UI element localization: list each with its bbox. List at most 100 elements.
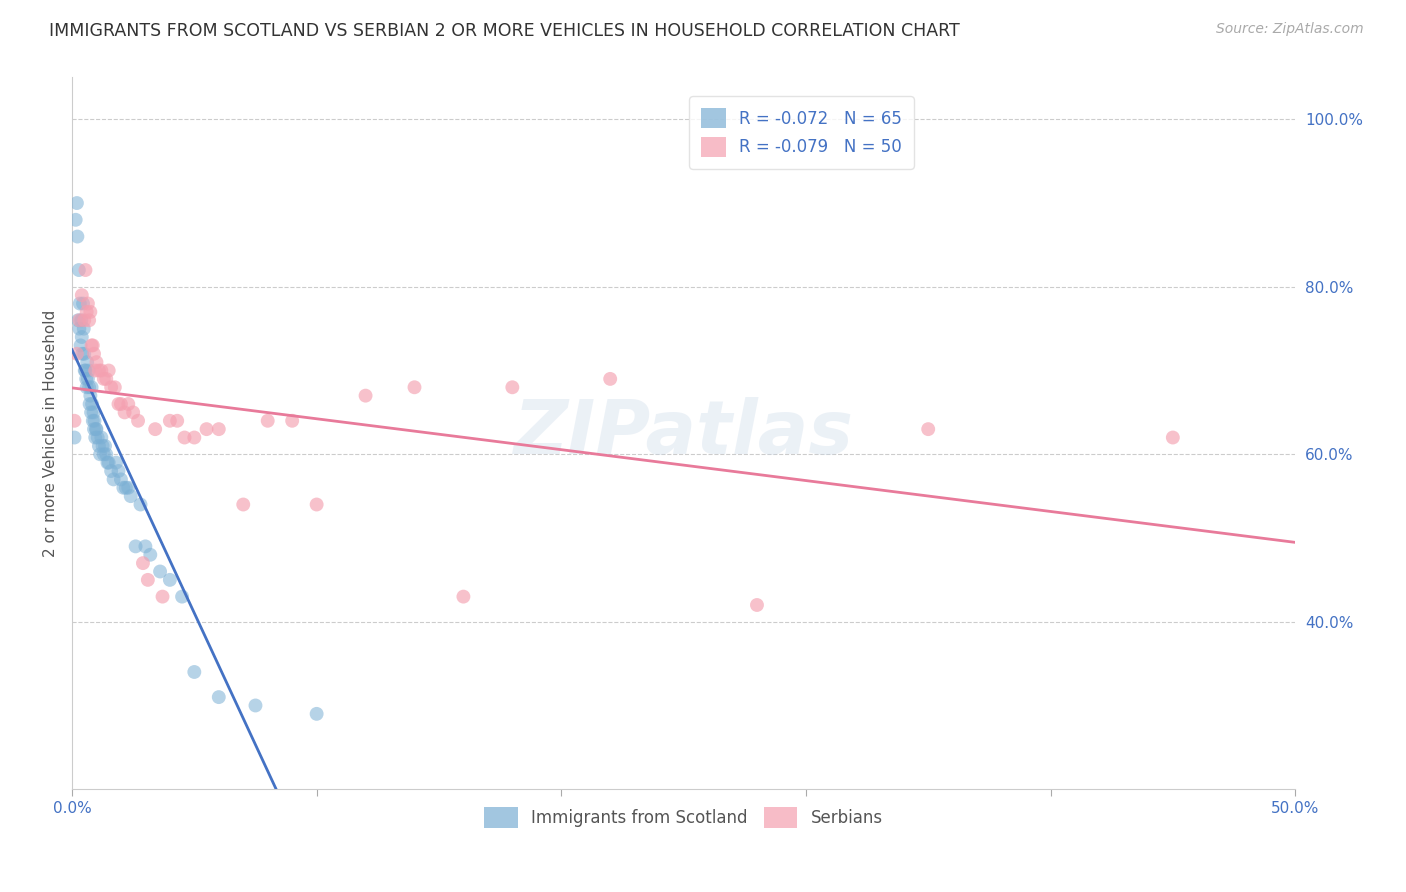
Point: [77, 372, 100, 386]
Point: [96, 372, 118, 386]
Point: [354, 389, 377, 403]
Point: [63, 414, 86, 428]
Point: [89, 447, 111, 461]
Point: [1161, 430, 1184, 444]
Point: [136, 573, 159, 587]
Point: [453, 590, 475, 604]
Point: [134, 540, 156, 554]
Point: [208, 690, 231, 705]
Point: [80, 405, 103, 419]
Point: [124, 540, 146, 554]
Point: [112, 481, 135, 495]
Point: [69, 338, 91, 352]
Point: [195, 422, 218, 436]
Point: [110, 472, 132, 486]
Point: [66, 347, 89, 361]
Point: [77, 313, 100, 327]
Point: [79, 389, 101, 403]
Point: [76, 355, 98, 369]
Point: [94, 439, 117, 453]
Point: [107, 397, 129, 411]
Point: [65, 212, 87, 227]
Point: [305, 706, 328, 721]
Point: [69, 296, 91, 310]
Point: [103, 472, 125, 486]
Y-axis label: 2 or more Vehicles in Household: 2 or more Vehicles in Household: [44, 310, 58, 557]
Point: [127, 414, 149, 428]
Point: [66, 196, 89, 211]
Point: [152, 590, 174, 604]
Point: [83, 405, 105, 419]
Point: [79, 397, 101, 411]
Point: [72, 296, 94, 310]
Point: [87, 363, 110, 377]
Point: [86, 430, 108, 444]
Point: [97, 363, 120, 377]
Point: [73, 313, 96, 327]
Point: [76, 380, 98, 394]
Point: [73, 321, 96, 335]
Point: [917, 422, 939, 436]
Point: [143, 422, 166, 436]
Point: [87, 439, 110, 453]
Point: [132, 556, 155, 570]
Point: [70, 288, 93, 302]
Point: [86, 355, 108, 369]
Point: [67, 313, 90, 327]
Point: [305, 498, 328, 512]
Text: Source: ZipAtlas.com: Source: ZipAtlas.com: [1216, 22, 1364, 37]
Point: [96, 456, 118, 470]
Point: [599, 372, 621, 386]
Point: [90, 430, 112, 444]
Point: [245, 698, 267, 713]
Point: [100, 464, 122, 478]
Point: [117, 481, 139, 495]
Point: [139, 548, 162, 562]
Point: [83, 347, 105, 361]
Point: [172, 590, 194, 604]
Point: [183, 665, 205, 679]
Point: [73, 363, 96, 377]
Point: [404, 380, 426, 394]
Point: [91, 439, 114, 453]
Point: [75, 363, 97, 377]
Point: [208, 422, 231, 436]
Point: [80, 380, 103, 394]
Point: [166, 414, 188, 428]
Point: [77, 380, 100, 394]
Point: [84, 430, 107, 444]
Point: [84, 363, 107, 377]
Point: [117, 397, 139, 411]
Point: [256, 414, 278, 428]
Point: [82, 338, 104, 352]
Point: [90, 363, 112, 377]
Point: [79, 305, 101, 319]
Point: [86, 422, 108, 436]
Point: [104, 380, 127, 394]
Point: [70, 330, 93, 344]
Point: [159, 573, 181, 587]
Point: [110, 397, 132, 411]
Point: [149, 565, 172, 579]
Point: [93, 447, 115, 461]
Point: [80, 397, 103, 411]
Point: [745, 598, 768, 612]
Point: [67, 313, 90, 327]
Point: [75, 372, 97, 386]
Point: [122, 405, 145, 419]
Point: [501, 380, 523, 394]
Point: [173, 430, 195, 444]
Point: [96, 447, 118, 461]
Point: [105, 456, 128, 470]
Point: [114, 405, 136, 419]
Point: [67, 321, 90, 335]
Point: [93, 372, 115, 386]
Point: [129, 498, 152, 512]
Point: [67, 263, 90, 277]
Point: [63, 430, 86, 444]
Point: [66, 229, 89, 244]
Text: ZIPatlas: ZIPatlas: [513, 397, 853, 470]
Point: [281, 414, 304, 428]
Point: [159, 414, 181, 428]
Point: [72, 347, 94, 361]
